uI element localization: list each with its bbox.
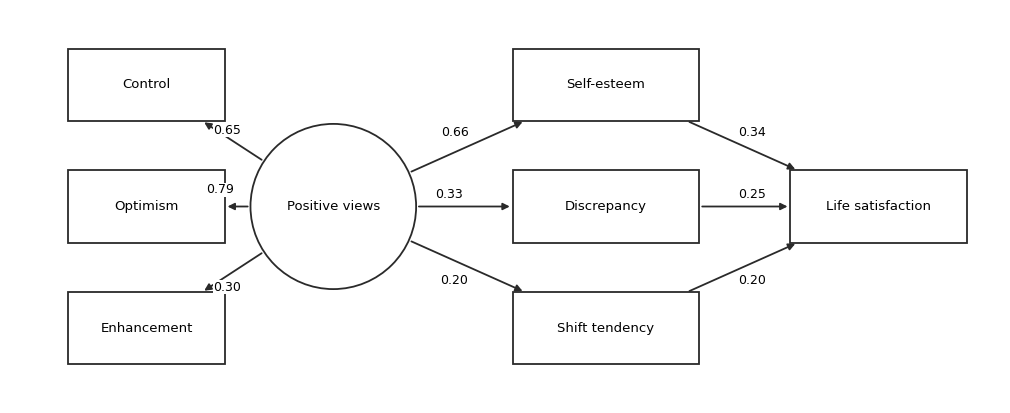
Bar xyxy=(69,48,224,121)
Text: 0.65: 0.65 xyxy=(213,123,241,137)
Text: Discrepancy: Discrepancy xyxy=(565,200,647,213)
Text: Life satisfaction: Life satisfaction xyxy=(826,200,931,213)
Bar xyxy=(69,171,224,243)
Bar xyxy=(512,48,699,121)
Text: 0.20: 0.20 xyxy=(738,274,767,287)
Text: Control: Control xyxy=(122,78,171,91)
Bar xyxy=(69,292,224,365)
Text: 0.33: 0.33 xyxy=(435,188,464,201)
Text: Enhancement: Enhancement xyxy=(100,322,193,335)
Text: 0.66: 0.66 xyxy=(440,126,469,139)
Text: 0.79: 0.79 xyxy=(206,183,234,197)
Text: Optimism: Optimism xyxy=(114,200,179,213)
Bar xyxy=(790,171,968,243)
Bar xyxy=(512,292,699,365)
Ellipse shape xyxy=(250,124,416,289)
Text: 0.20: 0.20 xyxy=(440,274,469,287)
Text: Shift tendency: Shift tendency xyxy=(558,322,654,335)
Text: 0.25: 0.25 xyxy=(738,188,767,201)
Text: 0.34: 0.34 xyxy=(738,126,767,139)
Bar xyxy=(512,171,699,243)
Text: Self-esteem: Self-esteem xyxy=(567,78,645,91)
Text: Positive views: Positive views xyxy=(287,200,380,213)
Text: 0.30: 0.30 xyxy=(213,280,241,294)
